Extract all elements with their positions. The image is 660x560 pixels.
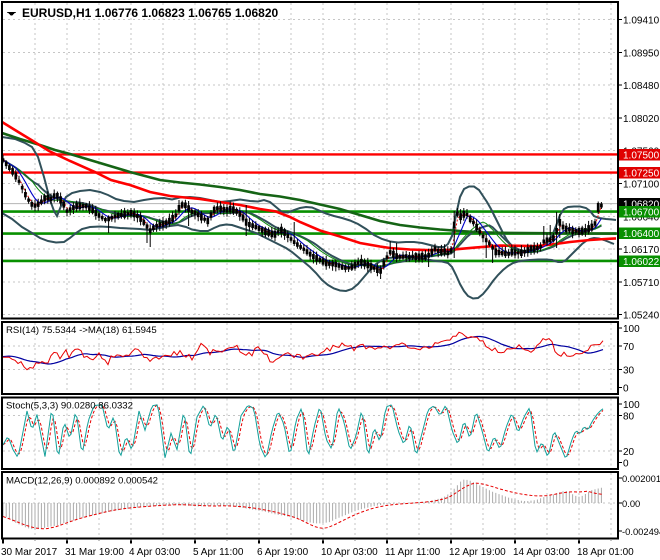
svg-text:4 Apr 03:00: 4 Apr 03:00 xyxy=(129,547,181,558)
svg-text:MACD(12,26,9) 0.000892 0.00054: MACD(12,26,9) 0.000892 0.000542 xyxy=(6,476,158,487)
svg-text:1.06022: 1.06022 xyxy=(623,257,660,268)
svg-text:1.06640: 1.06640 xyxy=(623,212,660,223)
svg-text:1.07100: 1.07100 xyxy=(623,180,660,191)
svg-text:80: 80 xyxy=(623,412,635,423)
svg-text:70: 70 xyxy=(623,342,635,353)
svg-text:100: 100 xyxy=(623,400,640,411)
svg-text:31 Mar 19:00: 31 Mar 19:00 xyxy=(65,547,124,558)
svg-text:14 Apr 03:00: 14 Apr 03:00 xyxy=(513,547,570,558)
svg-text:-0.002494: -0.002494 xyxy=(622,526,660,537)
svg-text:1.07250: 1.07250 xyxy=(623,169,660,180)
svg-text:RSI(14) 75.5344 ->MA(18) 61.5: RSI(14) 75.5344 ->MA(18) 61.5945 xyxy=(6,325,157,336)
svg-text:1.09410: 1.09410 xyxy=(623,16,660,27)
svg-text:EURUSD,H1 1.06776 1.06823 1.0: EURUSD,H1 1.06776 1.06823 1.06765 1.0682… xyxy=(22,6,279,20)
svg-text:0: 0 xyxy=(623,384,629,395)
svg-text:1.07500: 1.07500 xyxy=(623,150,660,161)
svg-text:10 Apr 03:00: 10 Apr 03:00 xyxy=(321,547,378,558)
svg-text:20: 20 xyxy=(623,447,635,458)
svg-text:Stoch(5,3,3) 90.0280 86.0332: Stoch(5,3,3) 90.0280 86.0332 xyxy=(6,401,133,412)
svg-text:100: 100 xyxy=(623,324,640,335)
svg-text:1.06400: 1.06400 xyxy=(623,229,660,240)
svg-text:1.08480: 1.08480 xyxy=(623,81,660,92)
svg-text:0.002001: 0.002001 xyxy=(622,473,660,484)
svg-text:5 Apr 11:00: 5 Apr 11:00 xyxy=(193,547,244,558)
svg-text:30 Mar 2017: 30 Mar 2017 xyxy=(1,547,58,558)
svg-text:6 Apr 19:00: 6 Apr 19:00 xyxy=(257,547,309,558)
svg-text:1.06820: 1.06820 xyxy=(623,199,660,210)
svg-text:1.06170: 1.06170 xyxy=(623,245,660,256)
svg-text:1.08020: 1.08020 xyxy=(623,114,660,125)
svg-text:0.00: 0.00 xyxy=(622,498,640,509)
svg-text:0: 0 xyxy=(623,459,629,470)
svg-text:1.06700: 1.06700 xyxy=(623,208,660,219)
svg-text:11 Apr 11:00: 11 Apr 11:00 xyxy=(385,547,441,558)
svg-text:1.05240: 1.05240 xyxy=(623,311,660,322)
svg-text:1.05710: 1.05710 xyxy=(623,278,660,289)
svg-text:30: 30 xyxy=(623,366,635,377)
svg-text:1.08950: 1.08950 xyxy=(623,48,660,59)
svg-text:18 Apr 01:00: 18 Apr 01:00 xyxy=(577,547,634,558)
svg-text:12 Apr 19:00: 12 Apr 19:00 xyxy=(449,547,506,558)
